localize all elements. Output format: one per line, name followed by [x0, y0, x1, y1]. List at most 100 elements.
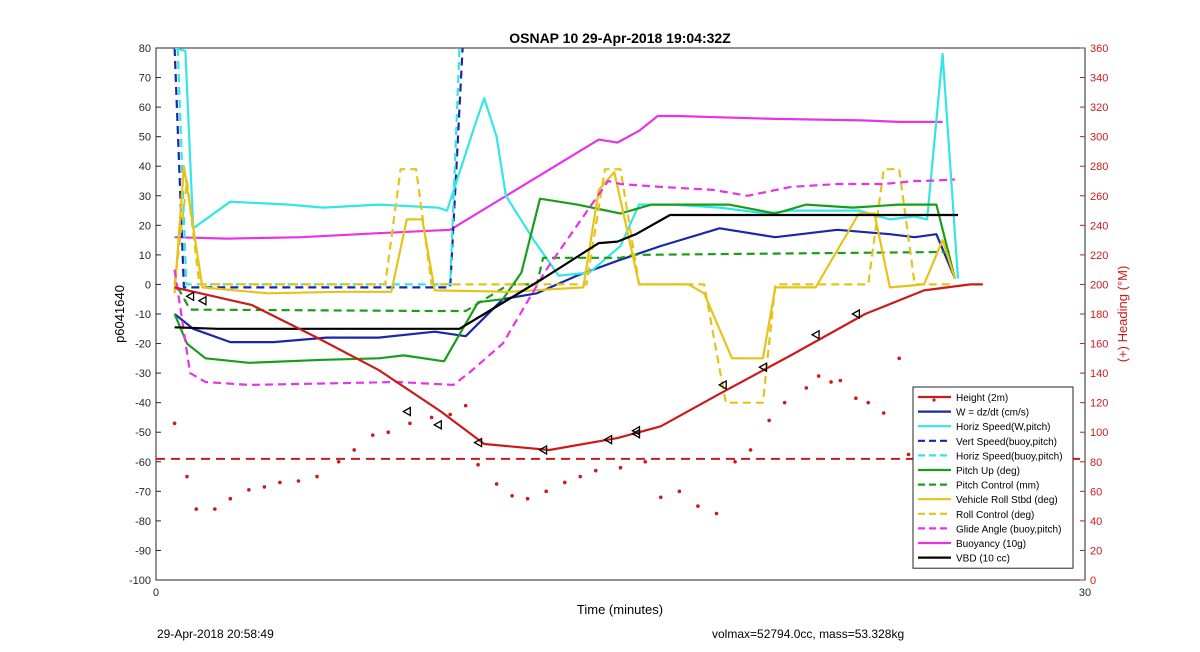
footer-volmax-mass: volmax=52794.0cc, mass=53.328kg [712, 627, 905, 641]
heading-dot [194, 507, 199, 511]
height-marker [197, 295, 207, 306]
y-tick-label: 60 [139, 102, 151, 114]
heading-dot [336, 459, 341, 464]
y-tick-label: -60 [135, 457, 151, 469]
series-line [174, 114, 943, 240]
legend-box [912, 386, 1074, 569]
legend-entry: Horiz Speed(W,pitch) [956, 422, 1050, 433]
y-axis-label: p6041640 [112, 285, 127, 343]
heading-dot [696, 504, 700, 508]
heading-dot [618, 465, 623, 470]
axes: -100-90-80-70-60-50-40-30-20-10010203040… [129, 43, 1108, 599]
heading-dot [262, 485, 267, 489]
heading-dot [767, 418, 771, 423]
y2-tick-label: 180 [1090, 309, 1108, 321]
legend-dot [932, 398, 936, 402]
y2-tick-label: 260 [1090, 191, 1108, 203]
series-line [173, 168, 955, 404]
y-tick-label: 70 [139, 73, 151, 85]
heading-dot [510, 493, 514, 498]
heading-dot [881, 411, 886, 415]
series-line [173, 48, 464, 289]
series-line [174, 213, 958, 330]
legend: Height (2m) W = dz/dt (cm/s) Horiz Speed(W… [912, 386, 1074, 569]
legend-entry: Vert Speed(buoy,pitch) [956, 437, 1057, 448]
y2-tick-label: 340 [1090, 73, 1108, 85]
legend-entry: Roll Control (deg) [956, 510, 1034, 521]
y-tick-label: 10 [139, 250, 151, 262]
y2-tick-label: 0 [1090, 575, 1096, 587]
chart-title: OSNAP 10 29-Apr-2018 19:04:32Z [509, 30, 731, 46]
heading-dot [562, 480, 567, 485]
footer-timestamp: 29-Apr-2018 20:58:49 [157, 627, 274, 641]
heading-dot [578, 474, 583, 479]
height-marker [432, 419, 442, 430]
heading-dot [476, 462, 480, 467]
height-marker [758, 362, 768, 373]
y2-tick-label: 100 [1090, 427, 1108, 439]
series-layer [156, 48, 1085, 516]
y-tick-label: 40 [139, 161, 151, 173]
heading-dot [816, 374, 821, 378]
y2-tick-label: 20 [1090, 545, 1102, 557]
y-tick-label: -40 [135, 398, 151, 410]
y2-tick-label: 300 [1090, 132, 1108, 144]
legend-entry: Pitch Control (mm) [956, 481, 1039, 492]
x-tick-label: 30 [1079, 587, 1091, 599]
heading-dot [643, 459, 648, 464]
y2-tick-label: 220 [1090, 250, 1108, 262]
y-tick-label: -80 [135, 516, 151, 528]
heading-dot [213, 507, 217, 511]
heading-dot [315, 474, 319, 479]
series-line [173, 165, 956, 360]
height-marker [717, 379, 727, 391]
height-marker [402, 406, 411, 417]
heading-dot [408, 421, 412, 426]
height-marker [473, 437, 483, 448]
heading-dot [296, 479, 301, 483]
y-tick-label: -10 [135, 309, 151, 321]
y-tick-label: -100 [129, 575, 151, 587]
heading-dot [352, 448, 356, 452]
legend-entry: Pitch Up (deg) [956, 466, 1020, 477]
heading-dot [463, 403, 468, 408]
series-line [176, 48, 461, 286]
heading-dot [172, 421, 177, 426]
height-marker [185, 291, 195, 302]
heading-dot [386, 430, 391, 435]
y2-tick-label: 120 [1090, 398, 1108, 410]
y2-tick-label: 40 [1090, 516, 1102, 528]
y-tick-label: 50 [139, 132, 151, 144]
legend-entry: Horiz Speed(buoy,pitch) [956, 451, 1063, 462]
y-tick-label: 0 [145, 279, 151, 291]
height-marker [810, 329, 820, 340]
heading-dot [804, 386, 809, 390]
heading-dot [658, 495, 663, 500]
heading-dot [906, 452, 911, 457]
height-marker [538, 444, 548, 456]
heading-dot [854, 396, 858, 401]
heading-dot [714, 511, 719, 516]
y-tick-label: 30 [139, 191, 151, 203]
heading-dot [185, 474, 189, 479]
y-tick-label: -90 [135, 545, 151, 557]
heading-dot [838, 378, 843, 383]
legend-entry: Vehicle Roll Stbd (deg) [956, 495, 1058, 506]
y2-tick-label: 320 [1090, 102, 1108, 114]
heading-dot [733, 459, 737, 464]
y-tick-label: -50 [135, 427, 151, 439]
heading-dot [278, 480, 282, 485]
y2-tick-label: 240 [1090, 220, 1108, 232]
y-tick-label: -70 [135, 486, 151, 498]
x-axis-label: Time (minutes) [577, 602, 663, 617]
heading-dot [897, 356, 901, 361]
y2-tick-label: 60 [1090, 486, 1102, 498]
series-line [174, 283, 983, 452]
y2-axis-label: (+) Heading (°M) [1115, 266, 1130, 363]
heading-dot [593, 468, 598, 473]
height-marker [851, 308, 860, 320]
heading-dot [494, 482, 499, 486]
y-tick-label: -20 [135, 339, 151, 351]
legend-entry: Buoyancy (10g) [956, 539, 1026, 550]
